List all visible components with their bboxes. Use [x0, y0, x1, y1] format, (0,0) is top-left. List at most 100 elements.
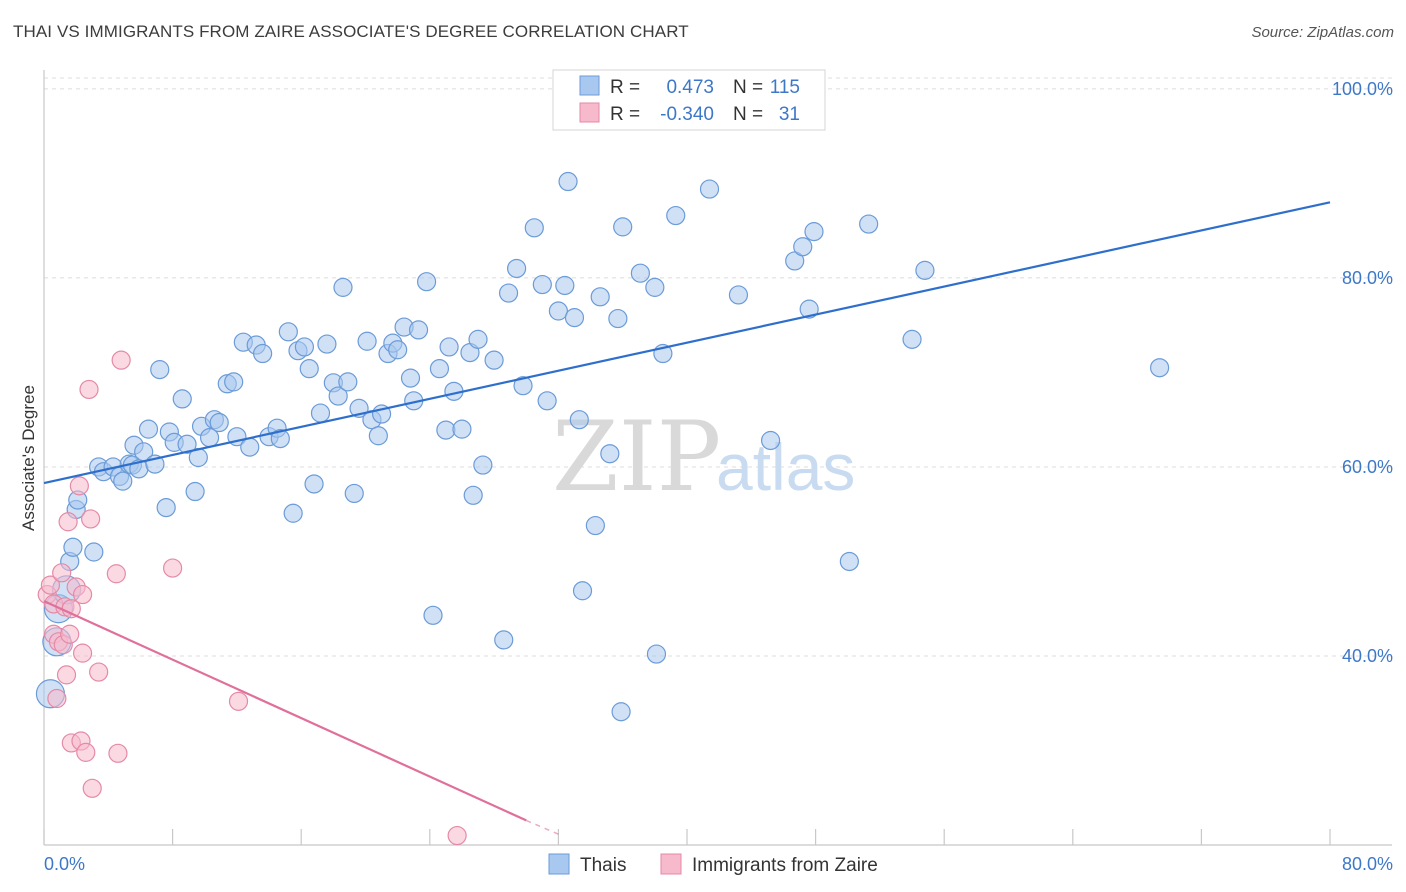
- thais-point-72: [439, 337, 459, 357]
- thais-point-70: [429, 359, 450, 379]
- bottom-legend-label-thais: Thais: [580, 855, 626, 876]
- x-tick-label-1: 80.0%: [1342, 854, 1393, 874]
- thais-point-111: [839, 551, 859, 572]
- thais-point-44: [283, 503, 303, 523]
- zaire-trend-line-extension: [525, 819, 562, 837]
- thais-point-115: [1150, 358, 1170, 378]
- thais-point-32: [209, 412, 229, 433]
- series-zaire-points: [37, 350, 467, 846]
- legend-swatch-zaire: [579, 102, 600, 123]
- thais-point-5: [63, 537, 83, 557]
- thais-point-22: [156, 497, 176, 518]
- thais-point-104: [699, 179, 720, 199]
- thais-point-77: [468, 329, 488, 349]
- x-axis-ticks: [43, 829, 1331, 845]
- legend-n-label-zaire: N =: [733, 104, 763, 125]
- zaire-point-23: [89, 662, 109, 682]
- thais-point-79: [484, 350, 504, 370]
- thais-trend-line: [43, 201, 1331, 485]
- zaire-point-11: [60, 624, 80, 644]
- thais-point-82: [507, 258, 527, 279]
- thais-point-76: [463, 485, 483, 505]
- thais-point-53: [333, 277, 353, 297]
- y-tick-label-1: 80.0%: [1342, 268, 1393, 288]
- thais-point-46: [294, 337, 315, 357]
- thais-point-48: [304, 474, 324, 494]
- y-tick-label-2: 60.0%: [1342, 457, 1393, 477]
- bottom-legend-label-zaire: Immigrants from Zaire: [692, 855, 878, 876]
- zaire-point-6: [52, 563, 72, 583]
- zaire-point-22: [82, 778, 102, 798]
- thais-point-99: [630, 263, 650, 283]
- zaire-point-1: [40, 575, 61, 595]
- thais-point-55: [344, 483, 364, 504]
- legend-r-value-thais: 0.473: [666, 77, 714, 98]
- zaire-point-24: [106, 564, 126, 584]
- zaire-point-25: [108, 743, 128, 763]
- thais-point-49: [310, 403, 331, 423]
- thais-point-42: [270, 428, 290, 449]
- thais-point-25: [172, 389, 192, 409]
- chart-title: THAI VS IMMIGRANTS FROM ZAIRE ASSOCIATE'…: [13, 22, 689, 41]
- zaire-point-4: [47, 688, 67, 709]
- thais-point-109: [799, 299, 819, 319]
- thais-point-95: [600, 444, 620, 464]
- zaire-point-20: [79, 379, 99, 400]
- y-tick-label-3: 40.0%: [1342, 646, 1393, 666]
- zaire-point-17: [72, 584, 93, 605]
- zaire-point-9: [56, 665, 77, 685]
- legend-n-value-zaire: 31: [779, 104, 800, 125]
- thais-point-37: [240, 437, 260, 457]
- thais-point-108: [793, 237, 813, 257]
- watermark: ZIP atlas: [552, 401, 855, 513]
- zaire-point-10: [58, 512, 78, 532]
- thais-point-92: [572, 581, 593, 601]
- legend-box: R = 0.473 N = 115 R = -0.340 N = 31: [552, 69, 826, 131]
- axes: [43, 70, 1392, 846]
- thais-point-39: [253, 343, 273, 364]
- zaire-point-15: [69, 476, 89, 496]
- thais-point-88: [555, 275, 575, 296]
- bottom-legend: Thais Immigrants from Zaire: [548, 853, 878, 876]
- y-tick-label-0: 100.0%: [1332, 79, 1393, 99]
- legend-r-value-zaire: -0.340: [660, 104, 714, 125]
- thais-point-27: [185, 481, 205, 502]
- thais-point-113: [902, 329, 922, 349]
- thais-point-81: [498, 283, 519, 303]
- thais-point-34: [224, 372, 244, 392]
- thais-point-69: [423, 605, 443, 625]
- thais-point-100: [645, 277, 665, 297]
- thais-point-101: [646, 644, 667, 664]
- thais-point-84: [524, 218, 544, 238]
- y-axis-title: Associate's Degree: [19, 385, 38, 531]
- thais-point-43: [278, 322, 298, 342]
- thais-point-54: [338, 372, 358, 392]
- thais-point-21: [150, 360, 170, 380]
- thais-point-65: [400, 368, 421, 388]
- thais-point-106: [760, 430, 781, 451]
- thais-point-83: [513, 376, 533, 396]
- thais-point-74: [452, 419, 472, 439]
- legend-n-label-thais: N =: [733, 77, 763, 98]
- x-tick-label-0: 0.0%: [44, 854, 85, 874]
- source-credit: Source: ZipAtlas.com: [1251, 24, 1394, 41]
- thais-point-57: [357, 331, 377, 351]
- thais-point-86: [537, 391, 557, 411]
- zaire-point-27: [163, 558, 183, 578]
- zaire-point-26: [111, 350, 131, 370]
- x-tick-labels: 0.0% 80.0%: [44, 854, 1393, 874]
- legend-swatch-thais: [579, 75, 600, 96]
- thais-point-13: [113, 471, 133, 491]
- thais-point-103: [666, 205, 686, 226]
- legend-n-value-thais: 115: [770, 77, 800, 98]
- thais-point-114: [915, 260, 935, 280]
- thais-point-26: [177, 434, 197, 454]
- bottom-legend-swatch-zaire: [660, 853, 682, 875]
- thais-point-67: [408, 320, 429, 340]
- thais-point-68: [416, 272, 437, 292]
- zaire-point-28: [228, 691, 249, 711]
- gridlines: [44, 77, 1392, 657]
- thais-point-87: [548, 301, 569, 321]
- legend-r-label-thais: R =: [610, 77, 640, 98]
- thais-point-105: [728, 285, 749, 305]
